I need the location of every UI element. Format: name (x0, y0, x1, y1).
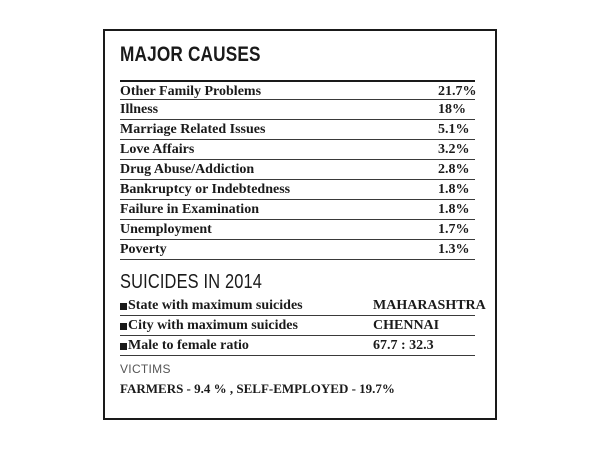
cause-label: Failure in Examination (120, 202, 259, 217)
stat-label: Male to female ratio (128, 338, 249, 353)
cause-value: 1.7% (438, 222, 470, 237)
table-row: Other Family Problems 21.7% (120, 80, 477, 100)
table-row: Unemployment 1.7% (120, 220, 475, 240)
table-row: Love Affairs 3.2% (120, 140, 475, 160)
table-row: Failure in Examination 1.8% (120, 200, 475, 220)
cause-label: Other Family Problems (120, 84, 262, 99)
square-bullet-icon (120, 323, 127, 330)
major-causes-table: Other Family Problems 21.7% Illness 18% … (120, 80, 477, 260)
stat-value: 67.7 : 32.3 (373, 338, 434, 353)
suicides-2014-heading: SUICIDES IN 2014 (120, 271, 263, 293)
cause-label: Love Affairs (120, 142, 195, 157)
cause-value: 1.8% (438, 202, 470, 217)
table-row: Bankruptcy or Indebtedness 1.8% (120, 180, 475, 200)
cause-label: Unemployment (120, 222, 212, 237)
table-row: Illness 18% (120, 100, 475, 120)
cause-value: 1.8% (438, 182, 470, 197)
victims-heading: VICTIMS (120, 362, 171, 376)
stat-label: City with maximum suicides (128, 318, 298, 333)
cause-label: Drug Abuse/Addiction (120, 162, 255, 177)
cause-label: Poverty (120, 242, 167, 257)
cause-value: 5.1% (438, 122, 470, 137)
cause-value: 18% (438, 102, 466, 117)
square-bullet-icon (120, 303, 127, 310)
cause-value: 3.2% (438, 142, 470, 157)
square-bullet-icon (120, 343, 127, 350)
infographic-box: MAJOR CAUSES Other Family Problems 21.7%… (103, 29, 497, 420)
cause-label: Marriage Related Issues (120, 122, 266, 137)
stat-label: State with maximum suicides (128, 298, 303, 313)
suicides-2014-table: State with maximum suicides MAHARASHTRA … (120, 296, 486, 356)
table-row: Male to female ratio 67.7 : 32.3 (120, 336, 475, 356)
cause-label: Bankruptcy or Indebtedness (120, 182, 291, 197)
cause-label: Illness (120, 102, 159, 117)
table-row: City with maximum suicides CHENNAI (120, 316, 475, 336)
stat-value: CHENNAI (373, 318, 440, 333)
major-causes-heading: MAJOR CAUSES (120, 43, 261, 66)
cause-value: 2.8% (438, 162, 470, 177)
cause-value: 1.3% (438, 242, 470, 257)
table-row: Drug Abuse/Addiction 2.8% (120, 160, 475, 180)
table-row: Poverty 1.3% (120, 240, 475, 260)
stat-value: MAHARASHTRA (373, 298, 486, 313)
table-row: Marriage Related Issues 5.1% (120, 120, 475, 140)
table-row: State with maximum suicides MAHARASHTRA (120, 296, 486, 316)
cause-value: 21.7% (438, 84, 477, 99)
victims-text: FARMERS - 9.4 % , SELF-EMPLOYED - 19.7% (120, 381, 395, 396)
